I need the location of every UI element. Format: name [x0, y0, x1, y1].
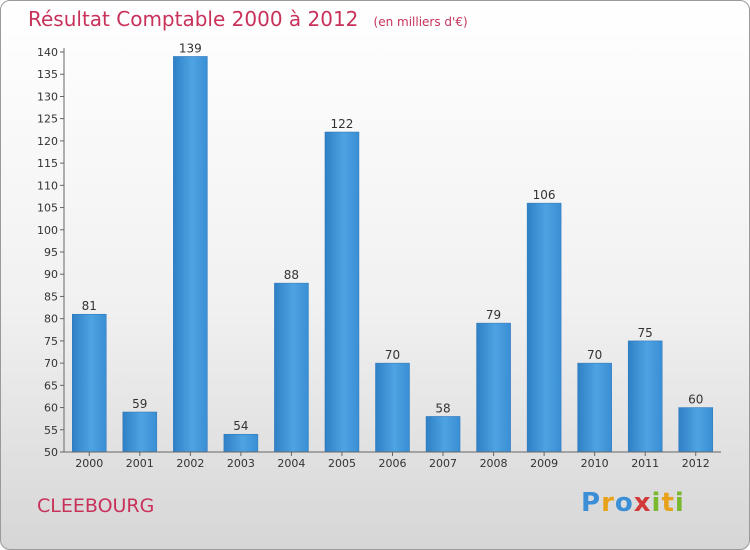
y-tick-label: 140 — [37, 46, 58, 59]
bar — [173, 56, 208, 453]
bar — [627, 340, 663, 453]
logo-letter: P — [581, 488, 602, 518]
y-tick-label: 65 — [44, 379, 58, 392]
bar — [122, 411, 158, 453]
title-block: Résultat Comptable 2000 à 2012 (en milli… — [28, 7, 468, 31]
chart-title: Résultat Comptable 2000 à 2012 — [28, 7, 359, 31]
bar — [274, 282, 309, 453]
x-tick-label: 2005 — [328, 457, 356, 470]
bar-value-label: 106 — [533, 188, 556, 202]
x-tick-label: 2000 — [75, 457, 103, 470]
x-tick-label: 2011 — [631, 457, 659, 470]
bar-value-label: 59 — [132, 397, 147, 411]
y-tick-label: 110 — [37, 179, 58, 192]
bar-value-label: 88 — [284, 268, 299, 282]
y-tick-label: 105 — [37, 202, 58, 215]
y-tick-label: 100 — [37, 224, 58, 237]
y-tick-label: 60 — [44, 402, 58, 415]
logo-letter: i — [651, 488, 662, 518]
chart-subtitle: (en milliers d'€) — [373, 15, 468, 29]
bar-value-label: 70 — [385, 348, 400, 362]
y-tick-label: 80 — [44, 313, 58, 326]
y-tick-label: 50 — [44, 446, 58, 459]
x-tick-label: 2007 — [429, 457, 457, 470]
y-tick-label: 120 — [37, 135, 58, 148]
bar-value-label: 54 — [233, 419, 248, 433]
logo-letter: r — [601, 488, 615, 518]
bar-value-label: 81 — [82, 299, 97, 313]
y-tick-label: 130 — [37, 90, 58, 103]
bar — [425, 416, 461, 453]
x-tick-label: 2008 — [480, 457, 508, 470]
bar — [72, 313, 107, 453]
x-tick-label: 2001 — [126, 457, 154, 470]
y-tick-label: 125 — [37, 113, 58, 126]
bar — [476, 322, 511, 453]
y-tick-label: 135 — [37, 68, 58, 81]
y-tick-label: 115 — [37, 157, 58, 170]
logo-letter: t — [661, 488, 675, 518]
y-axis: 50 55 60 65 70 75 80 85 90 95 100 105 110 115 120 125 13… — [37, 46, 65, 459]
bar-value-label: 60 — [688, 393, 703, 407]
x-tick-label: 2010 — [581, 457, 609, 470]
bar — [678, 407, 713, 453]
x-axis: 2000 2001 2002 2003 2004 2005 2006 2007 2008 2009… — [64, 451, 721, 470]
bar — [526, 202, 562, 453]
bar-value-label: 75 — [638, 326, 653, 340]
y-tick-label: 85 — [44, 290, 58, 303]
y-tick-label: 90 — [44, 268, 58, 281]
bar-value-label: 58 — [435, 401, 450, 415]
logo-letter: x — [633, 488, 652, 518]
bars: 81 59 139 54 88 122 70 58 79 106 70 75 60 — [72, 41, 713, 453]
bar-value-label: 70 — [587, 348, 602, 362]
bar — [223, 433, 259, 453]
bar — [375, 362, 410, 453]
logo-letter: i — [674, 488, 685, 518]
y-tick-label: 70 — [44, 357, 58, 370]
x-tick-label: 2002 — [176, 457, 204, 470]
proxiti-logo: Proxiti — [581, 488, 685, 518]
x-tick-label: 2012 — [682, 457, 710, 470]
bar-value-label: 79 — [486, 308, 501, 322]
x-tick-label: 2004 — [277, 457, 305, 470]
y-tick-label: 55 — [44, 424, 58, 437]
logo-letter: o — [614, 488, 634, 518]
y-tick-label: 95 — [44, 246, 58, 259]
bar — [577, 362, 612, 453]
bar-value-label: 122 — [331, 117, 354, 131]
bar — [324, 131, 360, 453]
location-name: CLEEBOURG — [37, 495, 155, 517]
y-tick-label: 75 — [44, 335, 58, 348]
x-tick-label: 2003 — [227, 457, 255, 470]
x-tick-label: 2006 — [379, 457, 407, 470]
bar-value-label: 139 — [179, 41, 202, 55]
x-tick-label: 2009 — [530, 457, 558, 470]
